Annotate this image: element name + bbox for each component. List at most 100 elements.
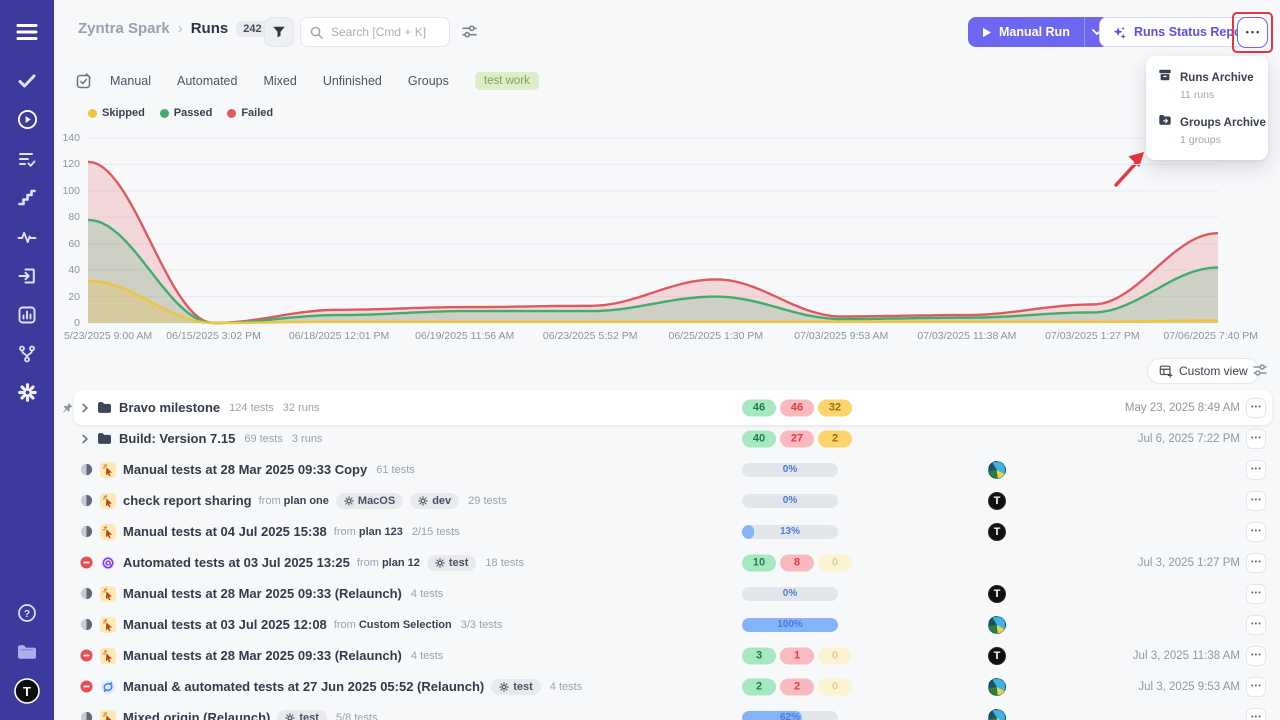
y-tick-label: 40 bbox=[68, 264, 80, 277]
tag-filter-pill[interactable]: test work bbox=[474, 72, 539, 90]
assignee-avatar[interactable]: T bbox=[988, 584, 1006, 603]
progress-bar: 100% bbox=[742, 617, 838, 632]
runs-play-icon[interactable] bbox=[0, 100, 54, 139]
pulse-icon[interactable] bbox=[0, 217, 54, 256]
manual-run-button[interactable]: Manual Run bbox=[968, 17, 1109, 47]
breadcrumb-project[interactable]: Zyntra Spark bbox=[78, 20, 170, 37]
assignee-avatar[interactable] bbox=[988, 615, 1006, 634]
row-title[interactable]: Bravo milestone bbox=[119, 400, 221, 415]
tab-groups[interactable]: Groups bbox=[407, 74, 449, 88]
run-type-automated-icon bbox=[100, 555, 116, 571]
row-title[interactable]: Automated tests at 03 Jul 2025 13:25 bbox=[123, 555, 350, 570]
tag-badge[interactable]: dev bbox=[410, 492, 460, 509]
row-title[interactable]: Mixed origin (Relaunch) bbox=[123, 710, 271, 720]
expand-chevron-icon[interactable] bbox=[80, 434, 90, 444]
menu-item-groups-archive[interactable]: Groups Archive 1 groups bbox=[1146, 108, 1268, 153]
row-title[interactable]: Manual tests at 28 Mar 2025 09:33 (Relau… bbox=[123, 648, 402, 663]
row-meta: 3/3 tests bbox=[460, 618, 503, 631]
projects-folder-icon[interactable] bbox=[0, 632, 54, 671]
checklist-icon bbox=[76, 73, 91, 89]
run-row[interactable]: Mixed origin (Relaunch) test 5/8 tests 62% •… bbox=[54, 702, 1280, 720]
assignee-avatar[interactable]: T bbox=[988, 646, 1006, 665]
runs-status-report-button[interactable]: Runs Status Report bbox=[1099, 17, 1264, 47]
analytics-icon[interactable] bbox=[0, 295, 54, 334]
milestones-steps-icon[interactable] bbox=[0, 178, 54, 217]
search-box[interactable] bbox=[300, 17, 450, 47]
help-icon[interactable]: ? bbox=[0, 593, 54, 632]
run-row[interactable]: check report sharing from plan one MacOS de… bbox=[54, 485, 1280, 516]
run-row[interactable]: Manual tests at 03 Jul 2025 12:08 from Cu… bbox=[54, 609, 1280, 640]
row-more-button[interactable]: ••• bbox=[1246, 614, 1266, 635]
row-more-button[interactable]: ••• bbox=[1246, 459, 1266, 480]
plans-list-icon[interactable] bbox=[0, 139, 54, 178]
tab-mixed[interactable]: Mixed bbox=[263, 74, 297, 88]
tag-badge[interactable]: test bbox=[277, 709, 327, 720]
assignee-avatar[interactable] bbox=[988, 460, 1006, 479]
group-row[interactable]: Build: Version 7.15 69 tests 3 runs 40 27 2 Ju… bbox=[54, 423, 1280, 454]
tab-automated[interactable]: Automated bbox=[177, 74, 238, 88]
row-more-button[interactable]: ••• bbox=[1246, 676, 1266, 697]
row-meta: 4 tests bbox=[410, 649, 444, 662]
tab-manual[interactable]: Manual bbox=[110, 74, 151, 88]
search-adjustments-icon[interactable] bbox=[461, 23, 478, 45]
row-meta: 61 tests bbox=[376, 463, 415, 476]
row-title[interactable]: Manual tests at 28 Mar 2025 09:33 Copy bbox=[123, 462, 368, 477]
legend-dot-icon bbox=[227, 108, 237, 118]
expand-chevron-icon[interactable] bbox=[80, 403, 90, 413]
row-title[interactable]: Build: Version 7.15 bbox=[119, 431, 236, 446]
row-more-button[interactable]: ••• bbox=[1246, 428, 1266, 449]
row-meta: 3 runs bbox=[291, 432, 323, 445]
search-input[interactable] bbox=[329, 24, 439, 40]
row-from-plan: from plan 12 bbox=[356, 556, 420, 569]
gear-icon bbox=[285, 712, 296, 720]
run-row[interactable]: Manual & automated tests at 27 Jun 2025 … bbox=[54, 671, 1280, 702]
row-more-button[interactable]: ••• bbox=[1246, 552, 1266, 573]
assignee-avatar[interactable]: T bbox=[988, 522, 1006, 541]
row-date: Jul 3, 2025 11:38 AM bbox=[1132, 649, 1240, 662]
run-row[interactable]: Manual tests at 28 Mar 2025 09:33 Copy 61… bbox=[54, 454, 1280, 485]
legend-dot-icon bbox=[159, 108, 169, 118]
row-more-button[interactable]: ••• bbox=[1246, 583, 1266, 604]
row-title[interactable]: Manual tests at 03 Jul 2025 12:08 bbox=[123, 617, 327, 632]
workspace-avatar[interactable]: T bbox=[0, 671, 54, 710]
y-tick-label: 0 bbox=[74, 317, 80, 329]
row-more-button[interactable]: ••• bbox=[1246, 397, 1266, 418]
settings-gear-icon[interactable] bbox=[0, 373, 54, 412]
run-row[interactable]: Manual tests at 04 Jul 2025 15:38 from pl… bbox=[54, 516, 1280, 547]
row-title[interactable]: check report sharing bbox=[123, 493, 252, 508]
row-meta: 4 tests bbox=[410, 587, 444, 600]
tab-unfinished[interactable]: Unfinished bbox=[322, 74, 382, 88]
custom-view-button[interactable]: Custom view bbox=[1147, 358, 1260, 384]
assignee-avatar[interactable] bbox=[988, 708, 1006, 720]
tag-badge[interactable]: MacOS bbox=[335, 492, 404, 509]
assignee-avatar[interactable] bbox=[988, 677, 1006, 696]
run-row[interactable]: Manual tests at 28 Mar 2025 09:33 (Relau… bbox=[54, 578, 1280, 609]
row-more-button[interactable]: ••• bbox=[1246, 490, 1266, 511]
row-more-button[interactable]: ••• bbox=[1246, 521, 1266, 542]
menu-item-runs-archive[interactable]: Runs Archive 11 runs bbox=[1146, 63, 1268, 108]
row-more-button[interactable]: ••• bbox=[1246, 645, 1266, 666]
assignee-avatar[interactable]: T bbox=[988, 491, 1006, 510]
row-more-button[interactable]: ••• bbox=[1246, 707, 1266, 720]
row-title[interactable]: Manual & automated tests at 27 Jun 2025 … bbox=[123, 679, 485, 694]
group-row[interactable]: Bravo milestone 124 tests 32 runs 46 46 32 May… bbox=[54, 390, 1280, 425]
row-title[interactable]: Manual tests at 04 Jul 2025 15:38 bbox=[123, 524, 327, 539]
row-title[interactable]: Manual tests at 28 Mar 2025 09:33 (Relau… bbox=[123, 586, 402, 601]
page-more-button[interactable]: ••• bbox=[1237, 17, 1268, 48]
run-row[interactable]: Manual tests at 28 Mar 2025 09:33 (Relau… bbox=[54, 640, 1280, 671]
y-tick-label: 100 bbox=[62, 184, 80, 197]
status-pending-icon bbox=[80, 587, 93, 600]
row-date: Jul 6, 2025 7:22 PM bbox=[1137, 432, 1240, 445]
row-from-plan: from plan 123 bbox=[333, 525, 403, 538]
tests-check-icon[interactable] bbox=[0, 61, 54, 100]
tag-badge[interactable]: test bbox=[426, 554, 477, 571]
runs-results-chart[interactable] bbox=[87, 137, 1219, 325]
tag-badge[interactable]: test bbox=[491, 678, 541, 695]
menu-icon[interactable] bbox=[0, 12, 54, 51]
branch-icon[interactable] bbox=[0, 334, 54, 373]
view-adjustments-icon[interactable] bbox=[1252, 362, 1268, 383]
import-icon[interactable] bbox=[0, 256, 54, 295]
table-view-icon bbox=[1159, 365, 1173, 378]
filter-button[interactable] bbox=[264, 17, 294, 47]
run-row[interactable]: Automated tests at 03 Jul 2025 13:25 from… bbox=[54, 547, 1280, 578]
